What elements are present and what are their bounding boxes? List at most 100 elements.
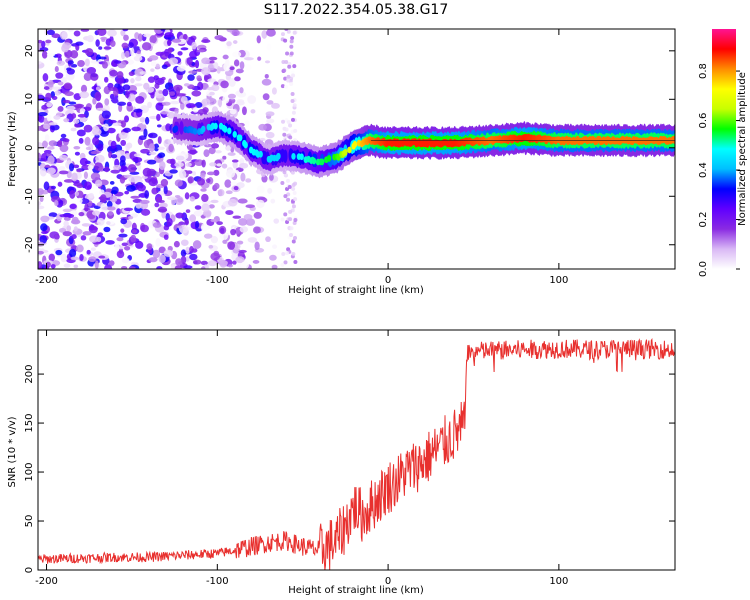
spectrogram-speckle <box>157 136 162 145</box>
spectrogram-speckle <box>209 91 215 96</box>
spectrogram-speckle <box>63 220 69 228</box>
spectrogram-speckle <box>120 139 127 147</box>
spectrogram-speckle <box>159 202 168 209</box>
spectrogram-speckle <box>227 152 236 156</box>
spectrogram-speckle <box>162 88 169 97</box>
spectrogram-speckle <box>292 191 297 196</box>
spectrogram-speckle <box>141 42 152 51</box>
spectrogram-speckle <box>115 78 125 85</box>
spectrogram-speckle <box>218 260 229 266</box>
spectrogram-speckle <box>244 57 254 61</box>
spectrogram-speckle <box>200 260 208 266</box>
spectrogram-speckle <box>180 102 185 110</box>
spectrogram-speckle <box>288 123 293 128</box>
spectrogram-speckle <box>148 177 158 187</box>
spectrogram-speckle <box>149 115 159 120</box>
spectrogram-speckle <box>291 239 296 244</box>
spectrogram-speckle <box>213 62 219 69</box>
spectrogram-speckle <box>38 261 43 269</box>
spectrogram-speckle <box>71 113 77 119</box>
spectrogram-speckle <box>282 132 287 137</box>
y-tick-label: -10 <box>24 188 35 204</box>
spectrogram-y-label: Frequency (Hz) <box>7 111 18 187</box>
spectrogram-speckle <box>98 167 105 172</box>
spectrogram-speckle <box>167 47 173 54</box>
spectrogram-speckle <box>169 169 178 174</box>
spectrogram-speckle <box>107 206 116 211</box>
spectrogram-speckle <box>71 63 78 68</box>
spectrogram-speckle <box>201 67 211 76</box>
spectrogram-speckle <box>73 164 80 169</box>
spectrogram-speckle <box>92 136 100 146</box>
spectrogram-speckle <box>289 226 294 231</box>
spectrogram-speckle <box>262 93 270 101</box>
spectrogram-speckle <box>290 92 295 97</box>
spectrogram-speckle <box>79 91 90 99</box>
spectrogram-speckle <box>187 149 198 155</box>
spectrogram-speckle <box>239 226 249 233</box>
y-tick-label: 100 <box>24 462 35 481</box>
spectrogram-speckle <box>73 226 78 232</box>
spectrogram-ridge-cell <box>319 158 325 166</box>
spectrogram-speckle <box>147 101 152 109</box>
spectrogram-speckle <box>177 51 183 56</box>
spectrogram-speckle <box>108 86 118 91</box>
spectrogram-speckle <box>140 224 149 233</box>
spectrogram-speckle <box>197 178 205 186</box>
spectrogram-speckle <box>229 108 237 115</box>
spectrogram-speckle <box>94 260 99 269</box>
spectrogram-speckle <box>265 236 271 243</box>
spectrogram-speckle <box>285 178 290 183</box>
spectrogram-speckle <box>116 265 122 269</box>
x-tick-label: 100 <box>549 576 568 587</box>
spectrogram-speckle <box>73 30 81 37</box>
spectrogram-speckle <box>238 249 247 253</box>
spectrogram-speckle <box>293 197 298 202</box>
colorbar-tick-label: 0.8 <box>698 63 709 79</box>
spectrogram-speckle <box>211 84 220 92</box>
spectrogram-speckle <box>189 214 197 223</box>
spectrogram-speckle <box>283 76 288 81</box>
spectrogram-speckle <box>96 29 107 36</box>
spectrogram-speckle <box>74 103 85 108</box>
spectrogram-speckle <box>53 115 61 120</box>
spectrogram-speckle <box>174 265 182 269</box>
y-tick-label: 200 <box>24 365 35 384</box>
spectrogram-speckle <box>239 162 249 169</box>
spectrogram-speckle <box>73 264 79 269</box>
spectrogram-speckle <box>287 184 292 189</box>
spectrogram-x-label: Height of straight line (km) <box>288 285 424 296</box>
spectrogram-speckle <box>286 78 291 83</box>
spectrogram-speckle <box>228 78 236 87</box>
spectrogram-speckle <box>46 29 56 36</box>
spectrogram-speckle <box>258 123 267 131</box>
spectrogram-speckle <box>63 138 70 143</box>
spectrogram-speckle <box>67 60 74 65</box>
spectrogram-speckle <box>284 127 289 132</box>
spectrogram-speckle <box>284 29 289 32</box>
spectrogram-speckle <box>103 123 109 132</box>
spectrogram-speckle <box>288 135 293 140</box>
spectrogram-speckle <box>288 232 293 237</box>
spectrogram-speckle <box>109 195 118 203</box>
x-tick-label: -200 <box>35 576 58 587</box>
spectrogram-speckle <box>209 60 215 64</box>
spectrogram-speckle <box>189 245 194 253</box>
spectrogram-speckle <box>293 138 298 143</box>
spectrogram-speckle <box>77 59 85 67</box>
spectrogram-speckle <box>185 246 190 254</box>
spectrogram-speckle <box>234 76 241 82</box>
spectrogram-speckle <box>293 217 298 222</box>
spectrogram-speckle <box>235 256 245 264</box>
spectrogram-speckle <box>105 240 115 245</box>
spectrogram-speckle <box>225 59 230 67</box>
spectrogram-speckle <box>156 197 163 203</box>
spectrogram-speckle <box>200 188 207 192</box>
spectrogram-ridge-cell <box>347 146 352 154</box>
spectrogram-speckle <box>54 90 61 96</box>
spectrogram-speckle <box>289 81 294 86</box>
spectrogram-speckle <box>121 257 130 264</box>
spectrogram-ridge-cell <box>291 153 296 160</box>
spectrogram-speckle <box>97 232 104 237</box>
snr-x-ticks: -200 -100 0 100 <box>35 330 568 587</box>
